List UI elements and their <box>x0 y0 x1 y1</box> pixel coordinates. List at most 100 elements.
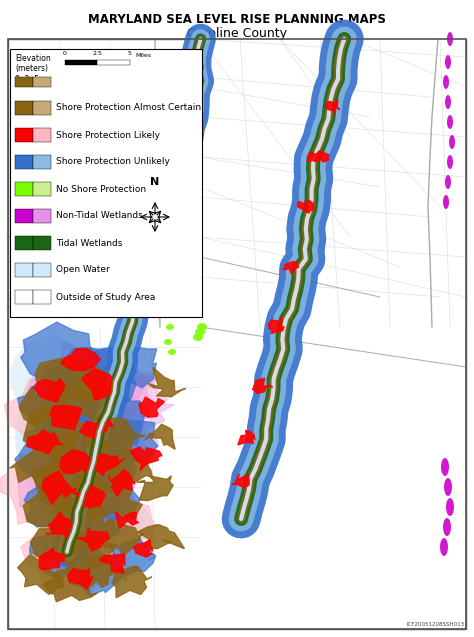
Polygon shape <box>52 493 109 540</box>
Bar <box>33 209 51 223</box>
Bar <box>15 290 33 304</box>
Bar <box>33 155 51 169</box>
Polygon shape <box>44 347 137 418</box>
Bar <box>65 60 98 65</box>
Polygon shape <box>232 474 249 488</box>
Polygon shape <box>4 376 114 457</box>
Polygon shape <box>24 485 83 528</box>
Bar <box>15 182 33 196</box>
Bar <box>15 236 33 250</box>
Polygon shape <box>77 446 136 489</box>
Polygon shape <box>88 485 142 518</box>
Text: Caroline County: Caroline County <box>187 27 287 40</box>
Polygon shape <box>145 424 175 449</box>
Polygon shape <box>253 378 273 394</box>
Polygon shape <box>27 430 63 454</box>
Polygon shape <box>50 497 119 548</box>
Ellipse shape <box>441 458 449 476</box>
Bar <box>15 209 33 223</box>
Ellipse shape <box>196 108 200 116</box>
Text: Tidal Wetlands: Tidal Wetlands <box>56 238 122 248</box>
Ellipse shape <box>445 175 451 189</box>
Polygon shape <box>282 262 299 274</box>
Polygon shape <box>100 554 125 573</box>
Polygon shape <box>19 383 70 426</box>
Polygon shape <box>60 348 100 371</box>
Bar <box>33 290 51 304</box>
Polygon shape <box>268 317 284 334</box>
Polygon shape <box>42 471 76 505</box>
Polygon shape <box>27 341 149 454</box>
Polygon shape <box>18 554 64 594</box>
Ellipse shape <box>445 95 451 109</box>
Bar <box>15 77 33 87</box>
Ellipse shape <box>196 153 200 161</box>
Text: Miles: Miles <box>135 53 151 58</box>
Ellipse shape <box>443 518 451 536</box>
Polygon shape <box>109 538 156 575</box>
Polygon shape <box>15 427 78 478</box>
Polygon shape <box>43 568 97 602</box>
Polygon shape <box>83 415 146 457</box>
Polygon shape <box>61 531 115 569</box>
Text: (meters): (meters) <box>15 64 48 73</box>
Polygon shape <box>84 495 156 553</box>
Polygon shape <box>77 528 109 551</box>
Text: Elevation: Elevation <box>15 54 51 63</box>
Polygon shape <box>55 467 136 543</box>
Bar <box>33 263 51 277</box>
Polygon shape <box>30 529 97 580</box>
Ellipse shape <box>449 135 455 149</box>
Bar <box>15 263 33 277</box>
Ellipse shape <box>197 323 207 331</box>
Text: Open Water: Open Water <box>56 266 110 275</box>
Polygon shape <box>51 432 117 473</box>
Ellipse shape <box>443 195 449 209</box>
Polygon shape <box>68 568 92 589</box>
Polygon shape <box>23 481 80 527</box>
Text: Shore Protection Likely: Shore Protection Likely <box>56 131 160 140</box>
Bar <box>15 128 33 142</box>
Ellipse shape <box>45 487 155 587</box>
Polygon shape <box>50 406 82 430</box>
Ellipse shape <box>200 63 204 71</box>
Polygon shape <box>139 397 164 417</box>
Ellipse shape <box>440 538 448 556</box>
Polygon shape <box>108 449 153 489</box>
Text: MARYLAND SEA LEVEL RISE PLANNING MAPS: MARYLAND SEA LEVEL RISE PLANNING MAPS <box>88 13 386 26</box>
Polygon shape <box>115 293 129 302</box>
Ellipse shape <box>443 75 449 89</box>
Polygon shape <box>33 462 103 501</box>
Polygon shape <box>60 450 94 473</box>
Ellipse shape <box>446 498 454 516</box>
Text: N: N <box>150 177 160 187</box>
Ellipse shape <box>447 155 453 169</box>
Polygon shape <box>73 486 105 508</box>
Ellipse shape <box>447 115 453 129</box>
Polygon shape <box>129 241 144 252</box>
Text: 5: 5 <box>128 51 132 56</box>
Polygon shape <box>80 386 145 450</box>
Polygon shape <box>141 193 155 202</box>
Polygon shape <box>108 469 135 497</box>
Polygon shape <box>82 369 114 400</box>
Ellipse shape <box>198 178 202 186</box>
Ellipse shape <box>198 83 202 91</box>
Bar <box>33 128 51 142</box>
Polygon shape <box>238 431 255 445</box>
Polygon shape <box>67 356 155 424</box>
Polygon shape <box>43 452 118 506</box>
Polygon shape <box>137 525 184 548</box>
Text: 0  2  5: 0 2 5 <box>15 75 39 84</box>
Polygon shape <box>69 457 127 498</box>
Polygon shape <box>307 151 329 162</box>
Polygon shape <box>156 140 170 150</box>
Polygon shape <box>39 548 64 570</box>
Polygon shape <box>148 367 186 397</box>
Polygon shape <box>55 401 159 492</box>
Bar <box>200 37 466 327</box>
Polygon shape <box>93 376 174 436</box>
Polygon shape <box>130 447 162 471</box>
Ellipse shape <box>447 32 453 46</box>
Text: No Shore Protection: No Shore Protection <box>56 185 146 194</box>
